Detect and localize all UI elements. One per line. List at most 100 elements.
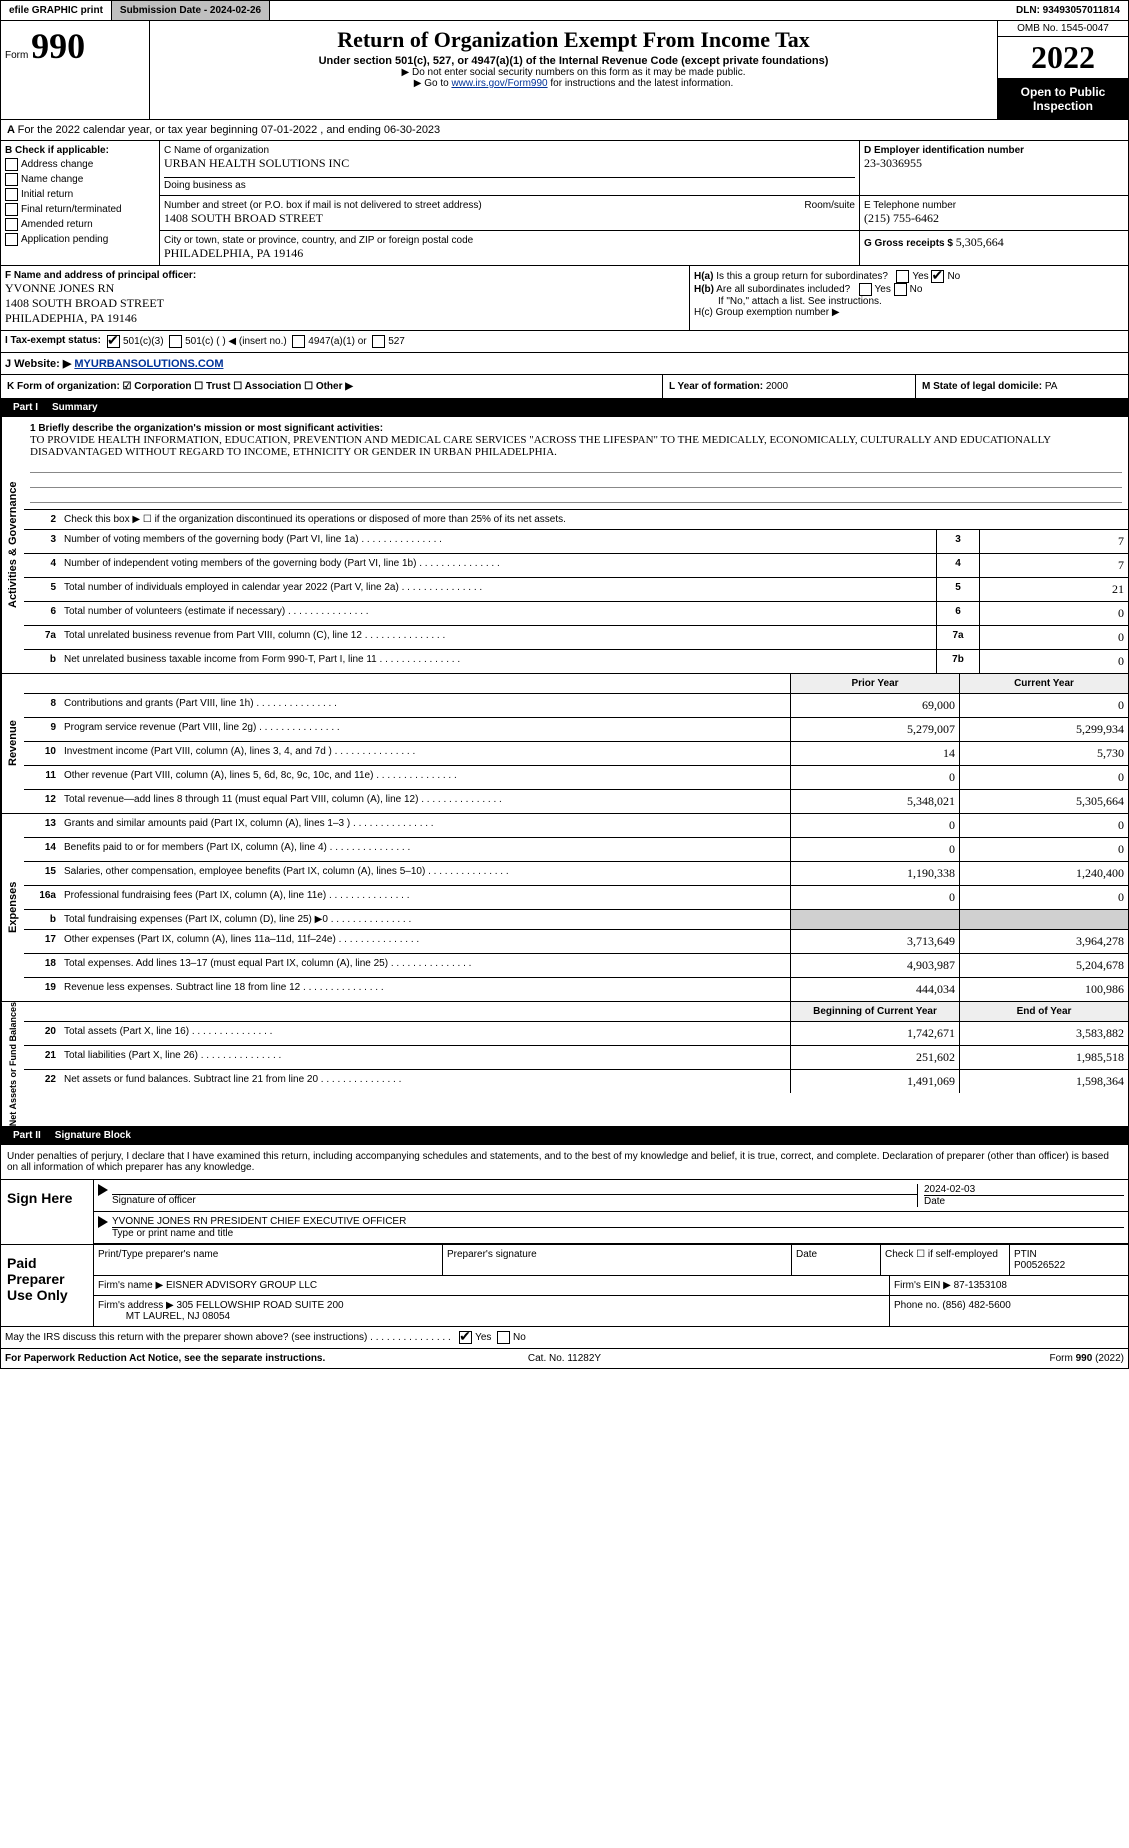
line-17: 17Other expenses (Part IX, column (A), l… [24, 930, 1128, 954]
cb-name-change[interactable]: Name change [5, 173, 155, 186]
firm-addr-row: Firm's address ▶ 305 FELLOWSHIP ROAD SUI… [94, 1296, 1128, 1326]
line-a-tax-year: A For the 2022 calendar year, or tax yea… [0, 120, 1129, 141]
part1-activities: Activities & Governance 1 Briefly descri… [0, 417, 1129, 674]
line-4: 4 Number of independent voting members o… [24, 554, 1128, 578]
line-19: 19Revenue less expenses. Subtract line 1… [24, 978, 1128, 1001]
side-activities: Activities & Governance [1, 417, 24, 673]
col-current-year: Current Year [959, 674, 1128, 693]
dba-label: Doing business as [164, 180, 855, 191]
cb-final-return[interactable]: Final return/terminated [5, 203, 155, 216]
arrow-icon [98, 1216, 108, 1228]
line-20: 20Total assets (Part X, line 16) 1,742,6… [24, 1022, 1128, 1046]
line-3: 3 Number of voting members of the govern… [24, 530, 1128, 554]
sig-date-value: 2024-02-03 [924, 1184, 1124, 1195]
cb-application-pending[interactable]: Application pending [5, 233, 155, 246]
city-value: PHILADELPHIA, PA 19146 [164, 246, 855, 261]
line-13: 13Grants and similar amounts paid (Part … [24, 814, 1128, 838]
line-7a: 7a Total unrelated business revenue from… [24, 626, 1128, 650]
box-b: B Check if applicable: Address change Na… [1, 141, 160, 265]
box-k: K Form of organization: ☑ Corporation ☐ … [1, 375, 662, 398]
i-501c3[interactable]: 501(c)(3) [107, 335, 164, 348]
f-name: YVONNE JONES RN [5, 281, 685, 296]
box-m: M State of legal domicile: PA [915, 375, 1128, 398]
sig-name-label: Type or print name and title [112, 1227, 1124, 1239]
ein-label: D Employer identification number [864, 145, 1024, 156]
prep-name-label: Print/Type preparer's name [94, 1245, 442, 1275]
footer-left: For Paperwork Reduction Act Notice, see … [5, 1353, 378, 1364]
part1-header: Part I Summary [0, 399, 1129, 417]
row-fh: F Name and address of principal officer:… [0, 266, 1129, 331]
org-name-cell: C Name of organization URBAN HEALTH SOLU… [160, 141, 859, 195]
cb-initial-return[interactable]: Initial return [5, 188, 155, 201]
street-value: 1408 SOUTH BROAD STREET [164, 211, 855, 226]
prep-header-row: Print/Type preparer's name Preparer's si… [94, 1245, 1128, 1276]
col-prior-year: Prior Year [790, 674, 959, 693]
website-link[interactable]: MYURBANSOLUTIONS.COM [74, 358, 223, 370]
line-8: 8Contributions and grants (Part VIII, li… [24, 694, 1128, 718]
form-header: Form 990 Return of Organization Exempt F… [0, 21, 1129, 120]
sig-date-label: Date [924, 1195, 1124, 1207]
submission-date-button[interactable]: Submission Date - 2024-02-26 [112, 1, 270, 20]
cb-amended[interactable]: Amended return [5, 218, 155, 231]
discuss-yes-checkbox[interactable] [459, 1331, 472, 1344]
gross-cell: G Gross receipts $ 5,305,664 [859, 231, 1128, 265]
goto-post: for instructions and the latest informat… [548, 78, 734, 89]
part2-num: Part II [7, 1130, 47, 1141]
form-note-goto: ▶ Go to www.irs.gov/Form990 for instruct… [156, 78, 991, 89]
dln-label: DLN: 93493057011814 [1008, 1, 1128, 20]
j-label: J Website: ▶ [5, 358, 71, 370]
block-bcd: B Check if applicable: Address change Na… [0, 141, 1129, 266]
signature-block: Under penalties of perjury, I declare th… [0, 1145, 1129, 1349]
sig-name-line: YVONNE JONES RN PRESIDENT CHIEF EXECUTIV… [94, 1212, 1128, 1244]
box-l: L Year of formation: 2000 [662, 375, 915, 398]
line-14: 14Benefits paid to or for members (Part … [24, 838, 1128, 862]
line-b: bTotal fundraising expenses (Part IX, co… [24, 910, 1128, 930]
city-cell: City or town, state or province, country… [160, 231, 859, 265]
line-11: 11Other revenue (Part VIII, column (A), … [24, 766, 1128, 790]
line-10: 10Investment income (Part VIII, column (… [24, 742, 1128, 766]
firm-addr-cell: Firm's address ▶ 305 FELLOWSHIP ROAD SUI… [94, 1296, 889, 1326]
side-expenses: Expenses [1, 814, 24, 1001]
na-header: Beginning of Current Year End of Year [24, 1002, 1128, 1022]
paid-preparer-row: Paid Preparer Use Only Print/Type prepar… [1, 1244, 1128, 1326]
discuss-no-checkbox[interactable] [497, 1331, 510, 1344]
line-b: b Net unrelated business taxable income … [24, 650, 1128, 673]
sig-officer-line: Signature of officer 2024-02-03Date [94, 1180, 1128, 1212]
i-501c[interactable]: 501(c) ( ) ◀ (insert no.) [169, 335, 287, 348]
discuss-text: May the IRS discuss this return with the… [5, 1332, 367, 1343]
mission-text: TO PROVIDE HEALTH INFORMATION, EDUCATION… [30, 434, 1051, 458]
sig-officer-label: Signature of officer [112, 1194, 917, 1206]
firm-name-cell: Firm's name ▶ EISNER ADVISORY GROUP LLC [94, 1276, 889, 1295]
city-label: City or town, state or province, country… [164, 235, 855, 246]
i-527[interactable]: 527 [372, 335, 405, 348]
street-cell: Number and street (or P.O. box if mail i… [160, 196, 859, 230]
room-label: Room/suite [804, 200, 855, 211]
i-4947[interactable]: 4947(a)(1) or [292, 335, 366, 348]
discuss-row: May the IRS discuss this return with the… [1, 1326, 1128, 1348]
line-5: 5 Total number of individuals employed i… [24, 578, 1128, 602]
box-f: F Name and address of principal officer:… [1, 266, 689, 330]
f-label: F Name and address of principal officer: [5, 270, 196, 281]
part1-num: Part I [7, 402, 44, 413]
side-revenue: Revenue [1, 674, 24, 813]
irs-link[interactable]: www.irs.gov/Form990 [451, 78, 547, 89]
open-to-public: Open to Public Inspection [998, 79, 1128, 119]
line-12: 12Total revenue—add lines 8 through 11 (… [24, 790, 1128, 813]
cb-address-change[interactable]: Address change [5, 158, 155, 171]
efile-topbar: efile GRAPHIC print Submission Date - 20… [0, 0, 1129, 21]
col-eoy: End of Year [959, 1002, 1128, 1021]
gross-value: 5,305,664 [956, 235, 1004, 249]
box-b-heading: B Check if applicable: [5, 145, 109, 156]
sign-here-label: Sign Here [1, 1180, 94, 1244]
part2-title: Signature Block [55, 1130, 131, 1141]
h-a: H(a) Is this a group return for subordin… [694, 270, 1124, 283]
form-title: Return of Organization Exempt From Incom… [156, 27, 991, 53]
i-label: I Tax-exempt status: [5, 335, 101, 348]
f-city: PHILADEPHIA, PA 19146 [5, 311, 685, 326]
line-6: 6 Total number of volunteers (estimate i… [24, 602, 1128, 626]
form-number-box: Form 990 [1, 21, 150, 119]
part2-header: Part II Signature Block [0, 1127, 1129, 1145]
ein-value: 23-3036955 [864, 156, 1124, 171]
phone-label: E Telephone number [864, 200, 1124, 211]
firm-phone-cell: Phone no. (856) 482-5600 [889, 1296, 1128, 1326]
